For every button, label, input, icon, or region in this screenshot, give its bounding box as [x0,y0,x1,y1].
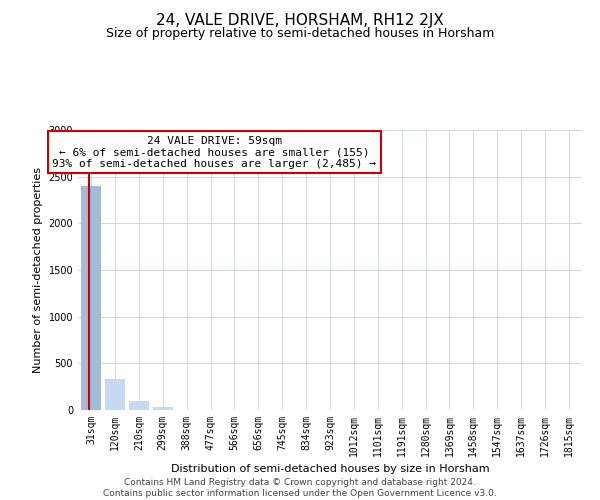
Bar [81,186,101,410]
Text: 24, VALE DRIVE, HORSHAM, RH12 2JX: 24, VALE DRIVE, HORSHAM, RH12 2JX [156,12,444,28]
Bar [105,379,125,410]
Text: Size of property relative to semi-detached houses in Horsham: Size of property relative to semi-detach… [106,28,494,40]
Text: Contains HM Land Registry data © Crown copyright and database right 2024.
Contai: Contains HM Land Registry data © Crown c… [103,478,497,498]
Y-axis label: Number of semi-detached properties: Number of semi-detached properties [33,167,43,373]
Text: 24 VALE DRIVE: 59sqm
← 6% of semi-detached houses are smaller (155)
93% of semi-: 24 VALE DRIVE: 59sqm ← 6% of semi-detach… [52,136,376,169]
X-axis label: Distribution of semi-detached houses by size in Horsham: Distribution of semi-detached houses by … [170,464,490,474]
Bar [152,407,173,410]
Bar [129,400,149,410]
